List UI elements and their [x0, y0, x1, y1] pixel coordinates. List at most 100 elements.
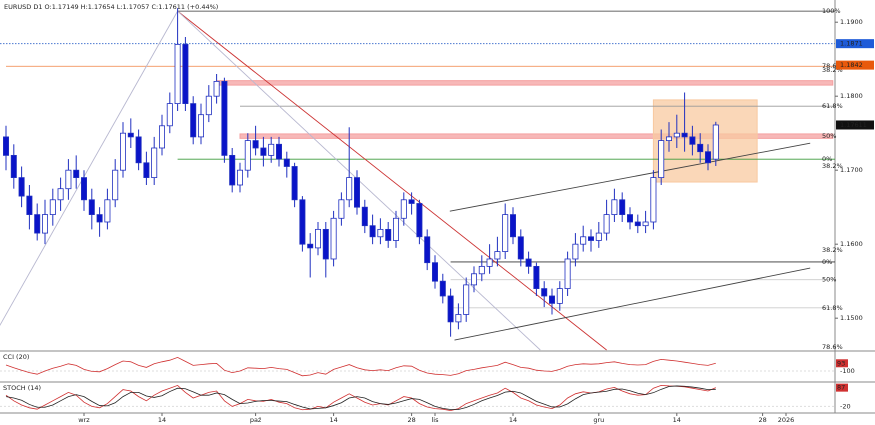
candle-body: [229, 154, 236, 186]
candle-body: [689, 136, 696, 145]
candle-body: [96, 214, 103, 223]
candle-body: [580, 236, 587, 245]
candle-body: [65, 169, 72, 190]
candle-body: [283, 158, 290, 167]
candle-body: [10, 154, 17, 178]
candle-body: [260, 147, 267, 156]
stoch-tick-label: -20: [840, 402, 851, 410]
candle-body: [455, 314, 462, 323]
stoch-value-tag: [836, 383, 848, 392]
fib-label: 61.8%: [822, 102, 843, 110]
x-tick-label: 14: [509, 416, 517, 424]
candle-body: [494, 251, 501, 260]
x-tick-label: 28: [407, 416, 415, 424]
candle-body: [127, 132, 134, 138]
chart-title: EURUSD D1 O:1.17149 H:1.17654 L:1.17057 …: [4, 3, 218, 11]
candle-body: [197, 114, 204, 138]
candle-body: [705, 151, 712, 164]
candle-body: [369, 225, 376, 238]
candle-body: [392, 217, 399, 241]
price-tag-label: 1.17611: [840, 121, 867, 129]
cci-title: CCI (20): [3, 353, 29, 361]
candle-body: [533, 265, 540, 289]
candle-body: [619, 199, 626, 215]
candle-body: [275, 143, 282, 160]
candle-body: [712, 124, 719, 160]
cci-value-tag: [836, 359, 848, 368]
candle-body: [307, 243, 314, 249]
candle-body: [151, 147, 158, 178]
x-tick-label: 14: [158, 416, 166, 424]
price-tag: [836, 39, 874, 49]
candle-body: [517, 236, 524, 260]
candle-body: [213, 80, 220, 97]
candle-body: [34, 214, 41, 234]
candle-body: [509, 214, 516, 238]
candle-body: [385, 228, 392, 241]
candle-body: [424, 236, 431, 264]
candle-body: [268, 143, 275, 156]
candle-body: [205, 95, 212, 116]
candle-body: [525, 258, 532, 267]
candle-body: [346, 177, 353, 201]
candle-body: [541, 288, 548, 297]
candle-body: [627, 214, 634, 223]
candle-body: [478, 265, 485, 275]
candle-body: [673, 132, 680, 138]
stoch-line: [5, 385, 716, 410]
candle-body: [666, 136, 673, 141]
candle-body: [634, 221, 641, 227]
candle-body: [221, 80, 228, 156]
x-tick-label: 14: [329, 416, 337, 424]
candle-body: [447, 295, 454, 323]
candle-body: [252, 140, 259, 149]
candle-body: [42, 214, 49, 234]
candle-body: [564, 258, 571, 289]
candle-body: [322, 228, 329, 260]
price-tag-label: 1.1871: [840, 40, 863, 48]
trendline: [0, 10, 178, 326]
fib-label: 0%: [822, 258, 832, 266]
candle-body: [112, 169, 119, 201]
x-tick-label: lis: [432, 416, 440, 424]
candle-body: [49, 199, 56, 215]
candle-body: [88, 199, 95, 215]
candle-body: [291, 166, 298, 201]
candle-body: [377, 228, 384, 238]
trendline: [177, 10, 607, 351]
candle-body: [595, 232, 602, 241]
candle-body: [658, 140, 665, 178]
fib-label: 61.8%: [822, 304, 843, 312]
candle-body: [502, 214, 509, 252]
fib-label: 50%: [822, 132, 836, 140]
candle-body: [182, 43, 189, 104]
candle-body: [299, 199, 306, 245]
y-tick-label: 1.1600: [840, 240, 863, 248]
candle-body: [697, 143, 704, 153]
fib-label: 78.6%: [822, 62, 843, 70]
candle-body: [120, 132, 127, 171]
candle-body: [408, 199, 415, 204]
candle-body: [681, 132, 688, 138]
candle-body: [556, 288, 563, 304]
stoch-value-label: 87: [837, 384, 845, 392]
candle-body: [190, 103, 197, 138]
candle-body: [166, 103, 173, 127]
candle-body: [3, 136, 9, 156]
candle-body: [81, 177, 88, 201]
candle-body: [18, 177, 25, 197]
candle-body: [470, 273, 477, 286]
candle-body: [174, 43, 181, 104]
candle-body: [431, 262, 438, 282]
y-tick-label: 1.1800: [840, 92, 863, 100]
candle-body: [549, 295, 556, 304]
stoch-title: STOCH (14): [3, 384, 41, 392]
fib-label: 50%: [822, 276, 836, 284]
trendline: [454, 267, 811, 341]
candle-body: [244, 140, 251, 171]
fib-label: 38.2%: [822, 246, 843, 254]
x-tick-label: gru: [593, 416, 604, 424]
candle-body: [603, 214, 610, 234]
price-tag: [836, 60, 874, 70]
